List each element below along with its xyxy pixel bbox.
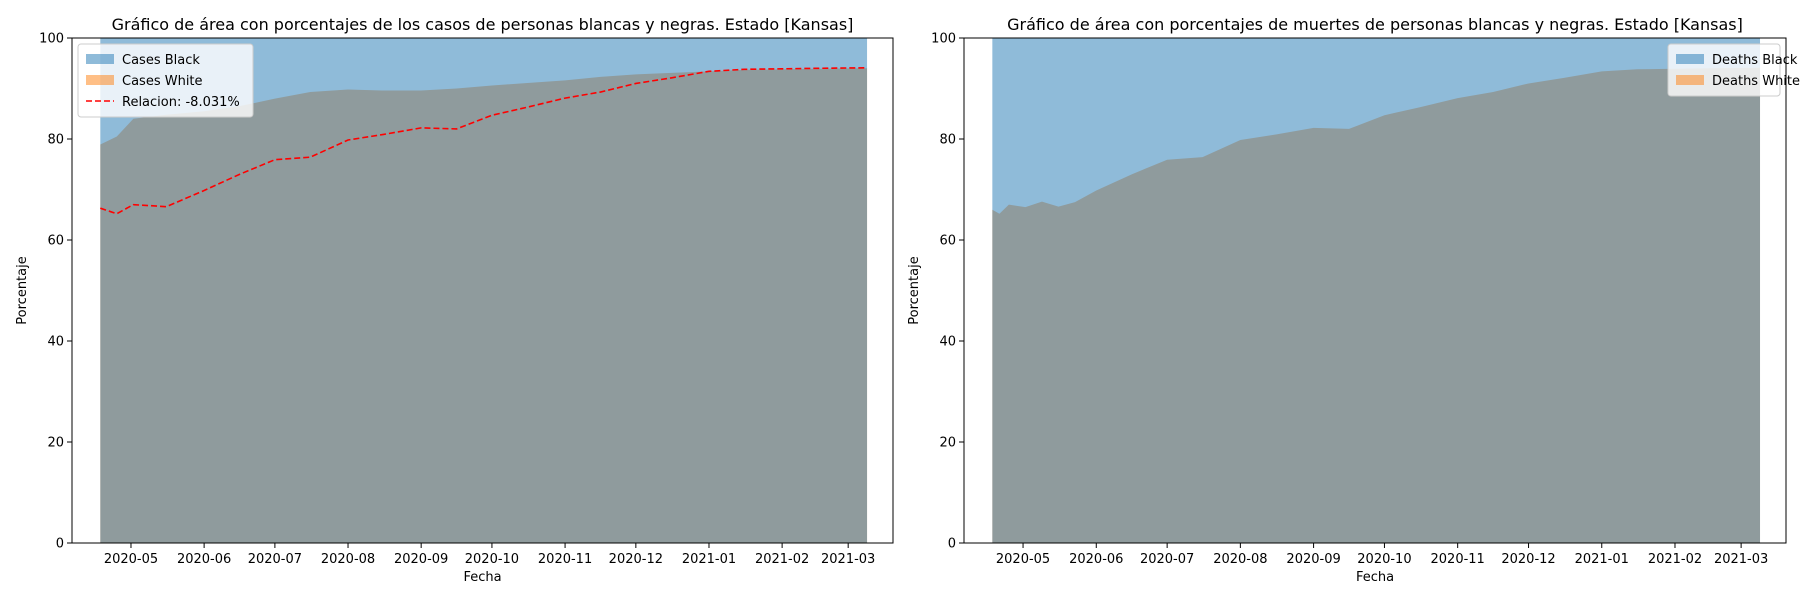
y-tick-label: 80 <box>47 133 64 148</box>
x-axis-label: Fecha <box>1356 570 1394 585</box>
legend-swatch <box>86 75 114 85</box>
x-tick-label: 2020-07 <box>1140 552 1194 567</box>
y-tick-label: 100 <box>931 32 956 47</box>
x-tick-label: 2021-03 <box>821 552 875 567</box>
legend-box <box>77 43 254 118</box>
y-tick-label: 60 <box>47 234 64 249</box>
x-tick-label: 2020-08 <box>321 552 375 567</box>
area-deaths-black <box>992 38 1761 543</box>
legend: Cases Black Cases White Relacion: -8.031% <box>77 43 254 118</box>
x-tick-label: 2020-10 <box>1357 552 1411 567</box>
y-tick-label: 20 <box>939 436 956 451</box>
x-tick-label: 2021-03 <box>1714 552 1768 567</box>
legend-swatch <box>1676 75 1704 85</box>
x-tick-label: 2020-08 <box>1213 552 1267 567</box>
x-tick-label: 2021-02 <box>1648 552 1702 567</box>
y-tick-label: 40 <box>939 335 956 350</box>
y-tick-label: 80 <box>939 133 956 148</box>
x-tick-label: 2021-02 <box>755 552 809 567</box>
y-tick-label: 100 <box>39 32 64 47</box>
plot-frame <box>963 37 1787 544</box>
x-axis-label: Fecha <box>463 570 501 585</box>
x-tick-label: 2021-01 <box>682 552 736 567</box>
legend-label: Relacion: -8.031% <box>122 95 240 110</box>
plot-frame <box>71 37 894 544</box>
x-tick-label: 2021-01 <box>1575 552 1629 567</box>
legend-label: Cases White <box>122 74 203 89</box>
x-tick-label: 2020-06 <box>177 552 231 567</box>
y-tick-label: 0 <box>948 537 956 552</box>
y-tick-label: 60 <box>939 234 956 249</box>
x-tick-label: 2020-09 <box>394 552 448 567</box>
legend-swatch <box>1676 54 1704 64</box>
x-tick-label: 2020-09 <box>1286 552 1340 567</box>
x-tick-label: 2020-06 <box>1069 552 1123 567</box>
x-tick-label: 2020-05 <box>996 552 1050 567</box>
x-tick-label: 2020-07 <box>248 552 302 567</box>
y-axis-label: Porcentaje <box>907 256 922 324</box>
y-tick-label: 0 <box>56 537 64 552</box>
area-cases-black <box>100 38 868 543</box>
chart-title: Gráfico de área con porcentajes de muert… <box>1007 15 1743 34</box>
legend-label: Deaths White <box>1712 74 1800 89</box>
y-tick-label: 20 <box>47 436 64 451</box>
x-tick-label: 2020-05 <box>104 552 158 567</box>
legend-label: Cases Black <box>122 53 200 68</box>
deaths-chart: 0 20 40 60 80 100 2020-05 2020-06 2020-07 2020-08… <box>907 15 1800 585</box>
x-tick-label: 2020-11 <box>1431 552 1485 567</box>
y-axis-label: Porcentaje <box>15 256 30 324</box>
x-tick-label: 2020-12 <box>1501 552 1555 567</box>
ratio-line <box>100 67 868 215</box>
y-tick-label: 40 <box>47 335 64 350</box>
x-tick-label: 2020-12 <box>609 552 663 567</box>
x-tick-label: 2020-10 <box>465 552 519 567</box>
legend: Deaths Black Deaths White <box>1667 43 1800 97</box>
x-tick-label: 2020-11 <box>538 552 592 567</box>
chart-title: Gráfico de área con porcentajes de los c… <box>112 15 854 34</box>
legend-label: Deaths Black <box>1712 53 1798 68</box>
legend-swatch <box>86 54 114 64</box>
cases-chart: 0 20 40 60 80 100 2020-05 2020-06 2020-07 2020-08… <box>15 15 894 585</box>
